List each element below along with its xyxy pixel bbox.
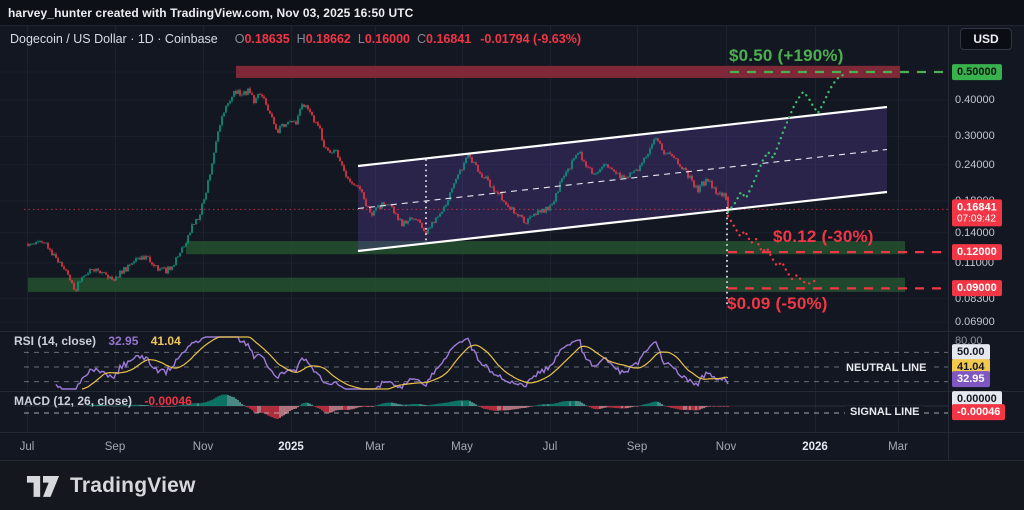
projection-path-down xyxy=(726,214,821,286)
price-badge-target-down: 0.09000 xyxy=(952,280,1002,297)
indicator-axis-badge: 0.00000 xyxy=(952,391,1002,407)
close-value: 0.16841 xyxy=(426,32,472,46)
rsi-line xyxy=(55,336,729,390)
time-axis-label: Jul xyxy=(19,441,35,453)
time-axis-label: 2025 xyxy=(278,441,304,453)
rsi-ma-value: 41.04 xyxy=(150,334,181,348)
target-up-annotation[interactable]: $0.50 (+190%) xyxy=(729,46,844,65)
price-badge-target-down: 0.12000 xyxy=(952,244,1002,260)
indicator-axis-badge: 32.95 xyxy=(952,371,990,387)
target-low-annotation[interactable]: $0.09 (-50%) xyxy=(727,294,828,313)
price-axis-label: 0.14000 xyxy=(955,226,995,239)
indicator-axis-badge: 41.04 xyxy=(952,359,990,375)
tradingview-logo[interactable]: TradingView xyxy=(26,472,196,499)
rsi-title: RSI (14, close) xyxy=(14,334,97,348)
time-axis-label: Nov xyxy=(192,441,214,453)
resistance-zone xyxy=(236,65,900,78)
time-axis-label: May xyxy=(451,441,473,453)
channel-mid-line xyxy=(357,148,888,210)
symbol-title[interactable]: Dogecoin / US Dollar · 1D · Coinbase xyxy=(10,32,218,46)
indicator-axis-badge: 50.00 xyxy=(952,344,990,360)
support-zone-009 xyxy=(28,277,905,292)
logo-bar: TradingView xyxy=(0,461,1024,510)
indicator-axis-badge: 80.00 xyxy=(955,335,983,347)
neutral-line-label: NEUTRAL LINE xyxy=(841,362,932,374)
time-axis-label: Mar xyxy=(365,441,385,453)
bar-countdown: 07:09:42 xyxy=(957,213,996,225)
currency-button[interactable]: USD xyxy=(960,28,1012,50)
rsi-ma-line xyxy=(81,336,729,390)
time-axis-label: Mar xyxy=(888,441,908,453)
macd-legend[interactable]: MACD (12, 26, close) -0.00046 xyxy=(14,394,192,408)
rsi-legend[interactable]: RSI (14, close) 32.95 41.04 xyxy=(14,334,181,348)
price-axis-label: 0.40000 xyxy=(955,94,995,107)
price-axis-label: 0.24000 xyxy=(955,158,995,171)
candlesticks xyxy=(27,86,729,293)
time-axis-label: Sep xyxy=(626,441,648,453)
macd-histogram xyxy=(87,394,729,419)
signal-line-label: SIGNAL LINE xyxy=(845,406,925,418)
symbol-legend[interactable]: Dogecoin / US Dollar · 1D · Coinbase O 0… xyxy=(10,31,581,47)
tradingview-logo-text: TradingView xyxy=(70,473,196,497)
attribution-text: harvey_hunter created with TradingView.c… xyxy=(8,5,414,20)
time-axis-label: 2026 xyxy=(802,441,828,453)
price-axis-label: 0.30000 xyxy=(955,130,995,143)
high-value: 0.18662 xyxy=(305,32,351,46)
low-label: L xyxy=(357,32,365,46)
tradingview-logo-icon xyxy=(26,476,60,497)
low-value: 0.16000 xyxy=(364,32,411,46)
last-price-badge: 0.16841 07:09:42 xyxy=(952,199,1002,227)
change-value: -0.01794 (-9.63%) xyxy=(480,32,581,46)
channel-lower-line xyxy=(357,190,888,253)
time-axis-label: Sep xyxy=(104,441,126,453)
price-badge-target-up: 0.50000 xyxy=(952,64,1002,80)
channel-upper-line xyxy=(357,105,888,168)
time-axis-label: Nov xyxy=(715,441,737,453)
price-axis-label: 0.06900 xyxy=(955,315,995,328)
price-axis-label: 0.11000 xyxy=(955,257,994,270)
time-axis-label: Jul xyxy=(542,441,558,453)
attribution-bar: harvey_hunter created with TradingView.c… xyxy=(0,0,1024,26)
open-value: 0.18635 xyxy=(244,32,290,46)
rsi-value: 32.95 xyxy=(108,334,139,348)
indicator-axis-badge: -0.00046 xyxy=(952,404,1006,420)
open-label: O xyxy=(234,32,245,46)
high-label: H xyxy=(296,32,306,46)
macd-title: MACD (12, 26, close) xyxy=(14,394,133,408)
target-mid-annotation[interactable]: $0.12 (-30%) xyxy=(773,227,874,246)
macd-value: -0.00046 xyxy=(144,394,192,408)
close-label: C xyxy=(417,32,427,46)
